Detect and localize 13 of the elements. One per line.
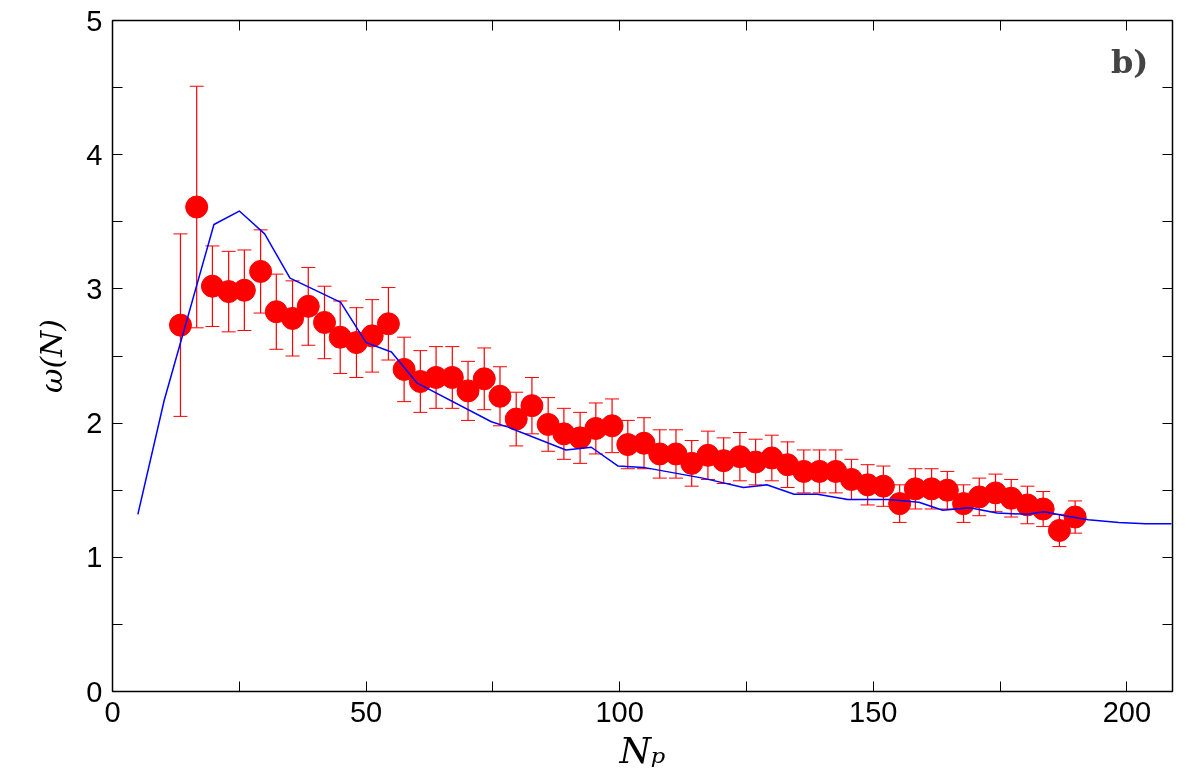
x-tick-label: 200 <box>1102 695 1152 728</box>
x-axis-title: Nₚ <box>618 729 666 771</box>
y-tick-label: 3 <box>86 272 103 305</box>
y-tick-label: 1 <box>86 541 103 574</box>
y-tick-label: 4 <box>86 138 103 171</box>
y-tick-label: 5 <box>86 4 103 37</box>
y-tick-label: 0 <box>86 675 103 708</box>
x-tick-label: 150 <box>849 695 898 728</box>
y-tick-label: 2 <box>86 407 103 440</box>
annotation: b) <box>1110 42 1149 81</box>
y-axis-title: ω(N) <box>34 318 70 394</box>
x-tick-label: 50 <box>349 695 383 728</box>
x-tick-label: 100 <box>595 695 644 728</box>
